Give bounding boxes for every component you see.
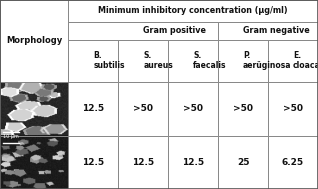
Bar	[168, 82, 218, 136]
Bar	[218, 40, 268, 82]
Text: >50: >50	[233, 104, 253, 113]
Text: Gram negative: Gram negative	[243, 26, 310, 35]
Text: >50: >50	[133, 104, 153, 113]
Bar	[0, 0, 68, 82]
Bar	[0, 82, 68, 136]
Bar	[168, 40, 218, 82]
Bar	[268, 136, 318, 189]
Text: B.
subtilis: B. subtilis	[93, 51, 125, 70]
Bar	[0, 136, 68, 189]
Text: S.
faecalis: S. faecalis	[193, 51, 227, 70]
Text: 12.5: 12.5	[182, 158, 204, 167]
Text: E.
cloacae: E. cloacae	[293, 51, 318, 70]
Bar	[268, 82, 318, 136]
Bar	[0, 136, 68, 189]
Text: Morphology: Morphology	[6, 36, 62, 45]
Text: 12.5: 12.5	[82, 104, 104, 113]
Bar	[68, 40, 118, 82]
Bar	[218, 22, 318, 40]
Bar	[68, 82, 118, 136]
Bar	[218, 136, 268, 189]
Bar	[268, 40, 318, 82]
Bar	[68, 22, 218, 40]
Bar	[168, 136, 218, 189]
Bar	[118, 136, 168, 189]
Text: Gram positive: Gram positive	[143, 26, 206, 35]
Text: 12.5: 12.5	[82, 158, 104, 167]
Bar	[118, 40, 168, 82]
Bar	[68, 136, 118, 189]
Bar	[0, 82, 68, 136]
Bar	[118, 82, 168, 136]
Text: 12.5: 12.5	[132, 158, 154, 167]
Text: S.
aureus: S. aureus	[143, 51, 173, 70]
Text: P.
aerüginosa: P. aerüginosa	[243, 51, 292, 70]
Text: >50: >50	[183, 104, 203, 113]
Bar	[68, 0, 318, 22]
Bar	[218, 82, 268, 136]
Text: 10 μm: 10 μm	[3, 134, 19, 139]
Text: Minimum inhibitory concentration (μg/ml): Minimum inhibitory concentration (μg/ml)	[98, 6, 288, 15]
Text: 25: 25	[237, 158, 249, 167]
Text: 6.25: 6.25	[282, 158, 304, 167]
Text: >50: >50	[283, 104, 303, 113]
